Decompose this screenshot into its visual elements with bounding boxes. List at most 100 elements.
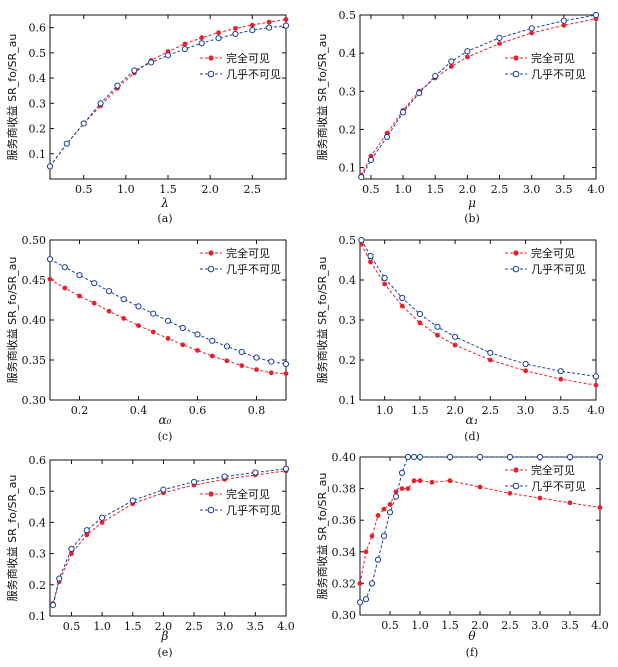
x-tick-label: 2.0 [201,183,219,196]
x-tick-label: 0.8 [248,404,266,417]
data-point-almost [83,527,90,534]
x-tick-label: 2.0 [155,620,173,633]
data-point-full [150,329,156,335]
x-axis-label: α₁ [466,413,479,427]
legend-label-almost: 几乎不可见 [531,68,586,81]
data-point-almost [386,509,394,516]
data-point-full [283,17,289,22]
chart-panel-1: 0.5 1.0 1.5 2.0 2.5 0.1 0.2 0.3 0.4 0.5 0.6 完全可见几乎不… [5,14,290,225]
data-point-full [84,532,90,538]
x-axis-label: μ [468,196,476,210]
y-tick-label: 0.38 [332,483,357,496]
data-point-full [399,303,405,309]
data-point-almost [496,34,503,41]
data-point-almost [374,556,382,563]
data-point-full [523,368,528,374]
x-tick-label: 0.6 [189,404,207,417]
x-axis-label: λ [160,196,169,210]
legend-label-full: 完全可见 [531,51,575,65]
data-point-almost [367,252,374,260]
data-point-almost [238,348,245,356]
data-point-full [182,41,188,47]
panel-label: (d) [464,430,480,443]
data-point-almost [215,35,222,42]
data-point-full [558,376,564,382]
x-tick-label: 0.4 [130,404,148,417]
data-point-almost [253,354,260,361]
x-tick-label: 3.0 [517,404,535,417]
y-tick-label: 0.1 [339,394,357,407]
y-tick-label: 0.3 [29,97,47,110]
x-tick-label: 1.5 [426,183,444,196]
data-point-almost [282,360,290,368]
data-point-full [165,336,171,341]
data-point-almost [91,280,98,287]
y-tick-label: 0.2 [339,354,357,367]
data-point-almost [194,331,201,338]
data-point-almost [76,272,83,279]
legend-label-full: 完全可见 [226,246,270,260]
x-tick-label: 3.0 [523,183,541,196]
x-tick-label: 1.0 [394,183,412,196]
y-tick-label: 0.1 [339,162,357,175]
chart-panel-2: 0.5 1.0 1.5 2.0 2.5 3.0 3.5 4.0 0.1 0.2 0.3 0.4 0.5 完… [315,9,605,225]
data-point-almost [381,274,388,282]
x-axis-label: α₀ [159,413,172,427]
data-point-almost [99,514,106,521]
data-point-almost [164,317,172,324]
data-point-full [283,371,289,376]
data-point-full [249,22,255,28]
plot-frame [359,14,597,180]
data-point-full [224,358,230,364]
x-tick-label: 2.0 [471,619,489,632]
data-point-almost [46,163,54,170]
series-line-almost [360,14,597,178]
data-point-full [497,41,502,47]
legend-marker-almost [512,482,520,490]
x-tick-label: 3.0 [216,620,234,633]
data-point-almost [592,373,600,380]
y-tick-label: 0.5 [339,234,357,247]
data-point-almost [150,310,157,317]
legend-marker-full [208,55,214,61]
data-point-almost [190,478,198,485]
data-point-almost [221,473,228,480]
data-point-full [254,367,259,372]
y-tick-label: 0.4 [339,47,357,60]
data-point-almost [399,294,406,302]
x-tick-label: 1.0 [411,619,429,632]
panel-label: (f) [466,646,479,659]
data-point-almost [358,236,365,244]
data-point-almost [46,256,54,263]
y-tick-label: 0.4 [339,274,357,287]
data-point-almost [61,264,68,271]
data-point-almost [282,465,290,472]
data-point-full [537,495,543,501]
y-tick-label: 0.3 [29,548,47,561]
data-point-full [429,479,435,485]
data-point-almost [63,140,70,147]
data-point-almost [487,349,494,356]
y-axis-label: 服务商收益 SR_fo/SR_au [315,257,329,384]
y-tick-label: 0.32 [332,577,357,590]
y-tick-label: 0.4 [29,516,47,529]
data-point-full [91,300,97,306]
y-tick-label: 0.5 [29,485,47,498]
x-tick-label: 1.5 [159,183,177,196]
legend-marker-full [208,491,214,497]
data-point-almost [448,58,455,65]
y-tick-label: 0.6 [29,454,47,467]
legend-marker-full [513,250,519,256]
data-point-almost [120,296,127,303]
legend-label-almost: 几乎不可见 [226,68,281,81]
chart-panel-4: 1.0 1.5 2.0 2.5 3.0 3.5 4.0 0.1 0.2 0.3 0.4 0.5 完全可见… [315,234,605,443]
data-point-full [121,316,127,321]
data-point-almost [232,30,239,38]
y-axis-label: 服务商收益 SR_fo/SR_au [5,34,19,161]
data-point-full [477,484,483,490]
data-point-full [447,478,453,484]
y-tick-label: 0.5 [29,47,47,60]
x-tick-label: 2.5 [491,183,509,196]
x-tick-label: 4.0 [277,620,295,633]
